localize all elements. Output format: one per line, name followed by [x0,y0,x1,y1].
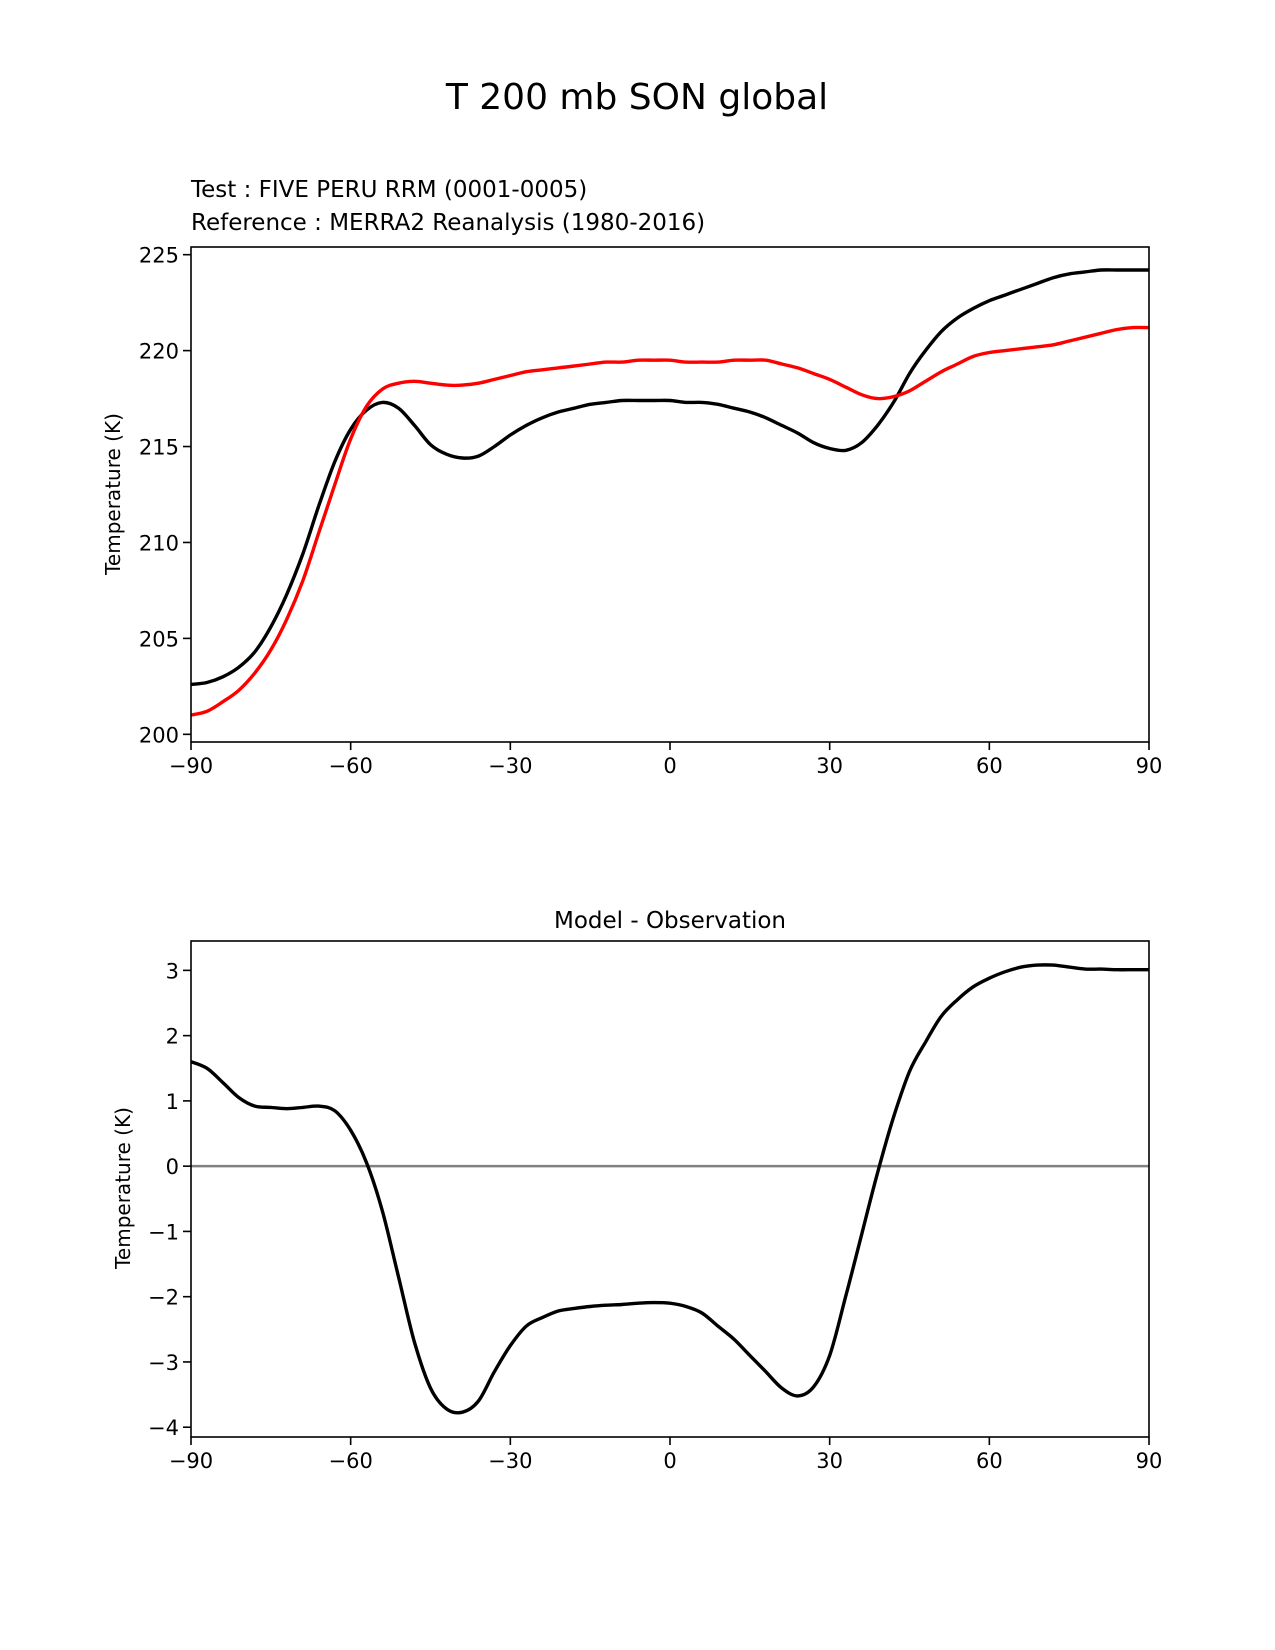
figure-title: T 200 mb SON global [445,77,828,118]
y-tick-label: −1 [148,1220,179,1244]
bottom-panel: Model - Observation Temperature (K) −90 −… [111,908,1162,1473]
x-tick-label: −90 [169,1449,213,1473]
x-tick-label: 90 [1136,1449,1163,1473]
y-tick-label: 225 [139,244,179,268]
x-tick-label: −60 [329,754,373,778]
reference-label: Reference : MERRA2 Reanalysis (1980-2016… [191,210,705,236]
y-tick-label: 1 [166,1090,179,1114]
series-line-model-observation [190,963,1149,1415]
x-tick-label: 60 [976,754,1003,778]
y-tick-label: 0 [166,1155,179,1179]
x-tick-label: −30 [488,754,532,778]
x-tick-label: 0 [663,754,676,778]
top-ylabel: Temperature (K) [101,413,125,576]
series-line-reference [190,325,1150,717]
y-tick-label: 200 [139,723,179,747]
series-line-test [190,268,1149,687]
x-tick-label: 30 [816,754,843,778]
y-tick-label: 3 [166,959,179,983]
top-panel: Test : FIVE PERU RRM (0001-0005) Referen… [101,177,1162,778]
top-plot-frame [190,246,1150,743]
y-tick-label: 210 [139,531,179,555]
x-tick-label: 60 [976,1449,1003,1473]
y-tick-label: 220 [139,340,179,364]
x-tick-label: 0 [663,1449,676,1473]
bottom-title: Model - Observation [554,908,786,934]
x-tick-label: 90 [1136,754,1163,778]
x-tick-label: −30 [488,1449,532,1473]
x-tick-label: −90 [169,754,213,778]
y-tick-label: −2 [148,1286,179,1310]
y-tick-label: 2 [166,1025,179,1049]
x-tick-label: 30 [816,1449,843,1473]
x-tick-label: −60 [329,1449,373,1473]
bottom-ylabel: Temperature (K) [111,1107,135,1270]
y-tick-label: 215 [139,436,179,460]
y-tick-label: −4 [148,1416,179,1440]
test-label: Test : FIVE PERU RRM (0001-0005) [190,177,587,203]
bottom-plot-frame [190,940,1150,1438]
y-tick-label: −3 [148,1351,179,1375]
y-tick-label: 205 [139,627,179,651]
